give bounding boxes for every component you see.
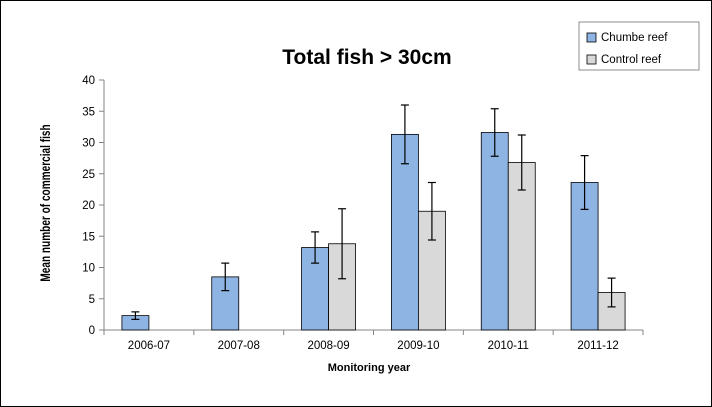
legend: Chumbe reef Control reef: [578, 21, 700, 71]
bar: [391, 133, 419, 331]
legend-swatch-control-reef: [586, 54, 597, 65]
bar: [480, 132, 509, 331]
y-tick-label: 25: [82, 169, 95, 181]
y-tick-label: 35: [82, 106, 95, 118]
x-tick-label: 2008-09: [307, 340, 349, 352]
y-tick-label: 20: [82, 200, 95, 212]
y-tick-label: 15: [82, 231, 95, 243]
legend-box: [578, 21, 700, 71]
y-axis-label: Mean number of commercial fish: [37, 124, 53, 281]
y-tick-label: 40: [82, 75, 95, 87]
x-axis-label: Monitoring year: [328, 362, 411, 374]
legend-label-control-reef: Control reef: [601, 54, 662, 66]
y-tick-label: 30: [82, 138, 95, 150]
x-tick-label: 2011-12: [577, 340, 618, 352]
chart-title: Total fish > 30cm: [282, 46, 451, 69]
x-tick-label: 2007-08: [218, 340, 260, 352]
legend-swatch-chumbe-reef: [586, 32, 597, 43]
x-tick-label: 2010-11: [488, 340, 529, 352]
y-tick-label: 0: [89, 325, 95, 337]
plot-area: 0 5 10 15 20 25 30 35 40 2006-07 2007-08 2008-09 200…: [82, 75, 644, 352]
x-tick-label: 2006-07: [128, 340, 170, 352]
legend-label-chumbe-reef: Chumbe reef: [601, 32, 668, 44]
y-tick-label: 5: [89, 294, 95, 306]
y-tick-label: 10: [82, 263, 95, 275]
x-tick-label: 2009-10: [397, 340, 439, 352]
